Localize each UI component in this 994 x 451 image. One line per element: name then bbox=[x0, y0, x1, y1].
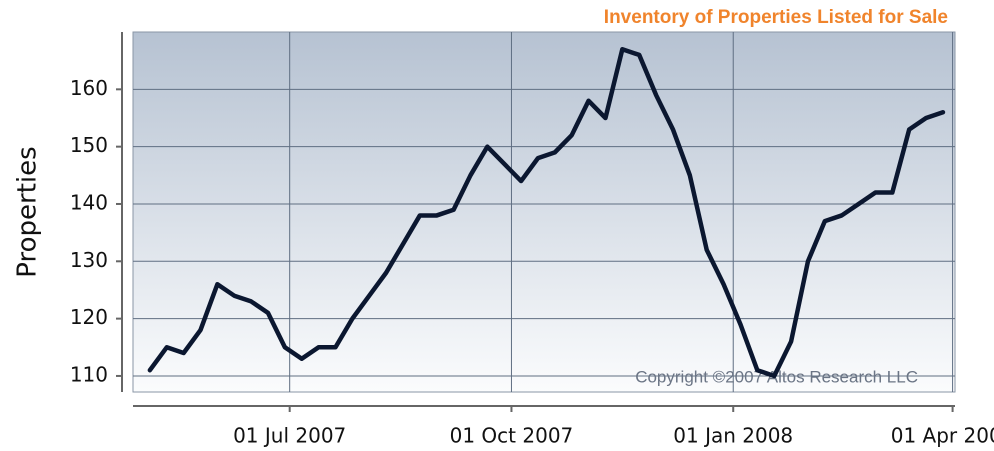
annotation: Copyright ©2007 Altos Research LLC bbox=[635, 367, 918, 386]
x-tick-label: 01 Jul 2007 bbox=[233, 424, 346, 448]
y-tick-label: 110 bbox=[70, 362, 108, 386]
chart-title: Inventory of Properties Listed for Sale bbox=[604, 7, 948, 28]
x-tick-label: 01 Jan 2008 bbox=[673, 424, 793, 448]
y-tick-label: 120 bbox=[70, 305, 108, 329]
data-line bbox=[147, 46, 946, 379]
plot-area bbox=[132, 31, 956, 393]
y-tick-label: 150 bbox=[70, 133, 108, 157]
y-tick-label: 140 bbox=[70, 190, 108, 214]
x-tick-label: 01 Oct 2007 bbox=[450, 424, 574, 448]
y-tick-label: 130 bbox=[70, 248, 108, 272]
x-tick-label: 01 Apr 2008 bbox=[891, 424, 994, 448]
y-axis-label: Properties bbox=[13, 146, 43, 277]
y-tick-label: 160 bbox=[70, 76, 108, 100]
